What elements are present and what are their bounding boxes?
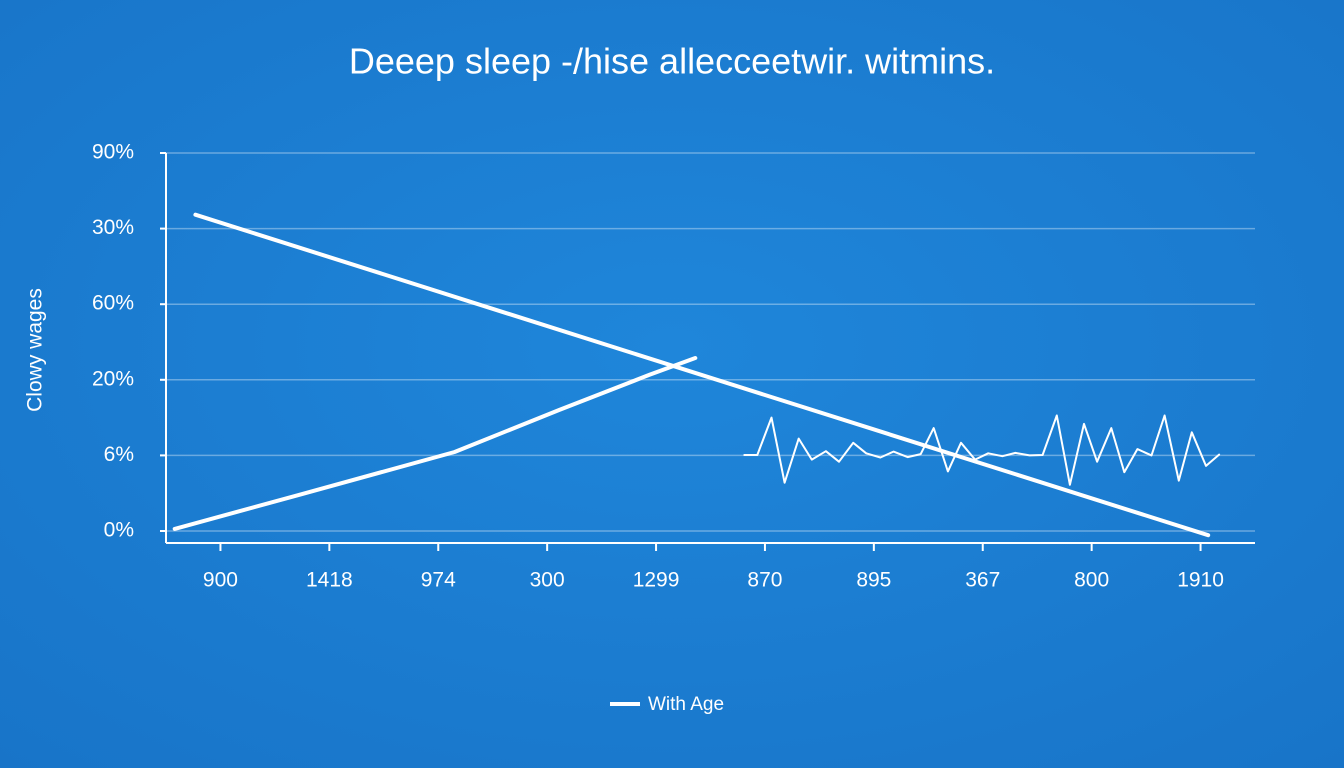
- y-tick-label: 30%: [92, 216, 134, 239]
- x-tick-label: 800: [1074, 569, 1109, 592]
- x-tick-label: 1418: [306, 569, 353, 592]
- legend-label: With Age: [648, 694, 724, 715]
- x-tick-label: 1299: [633, 569, 680, 592]
- x-tick-label: 300: [530, 569, 565, 592]
- chart-title: Deeep sleep -/hise allecceetwir. witmins…: [349, 41, 995, 82]
- series-line: [172, 356, 698, 531]
- x-tick-label: 974: [421, 569, 456, 592]
- y-tick-label: 90%: [92, 141, 134, 164]
- x-tick-label: 870: [747, 569, 782, 592]
- series-line: [193, 212, 1211, 538]
- y-tick-label: 6%: [104, 443, 134, 466]
- y-axis-label: Clowy wages: [24, 288, 47, 412]
- y-tick-label: 60%: [92, 292, 134, 315]
- x-tick-label: 367: [965, 569, 1000, 592]
- x-tick-label: 895: [856, 569, 891, 592]
- series-line: [743, 414, 1221, 486]
- x-tick-label: 1910: [1177, 569, 1224, 592]
- y-tick-label: 20%: [92, 367, 134, 390]
- x-tick-label: 900: [203, 569, 238, 592]
- y-tick-label: 0%: [104, 519, 134, 542]
